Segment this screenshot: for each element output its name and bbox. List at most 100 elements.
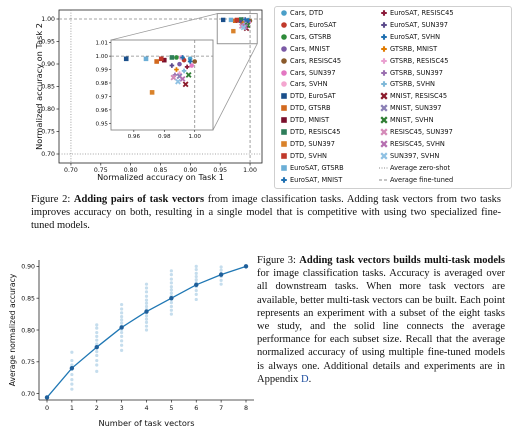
legend-label: EuroSAT, SVHN [390,32,441,41]
subset-point [144,286,149,290]
legend-marker-icon [380,104,388,112]
legend-marker-icon [381,81,387,88]
y-tick-label: 0.70 [21,391,35,398]
figure3-caption-text: for image classification tasks. Accuracy… [257,268,505,385]
legend-marker-icon [281,81,287,88]
inset-data-point [177,71,182,76]
figure3-caption-end: . [308,373,312,385]
data-point [228,17,234,23]
figure2-legend: Cars, DTD Cars, EuroSAT Cars, GTSRB Cars, M… [274,6,512,189]
subset-point [95,338,99,342]
legend-label: Cars, SUN397 [290,68,336,77]
y-tick-label: 0.90 [41,61,55,68]
legend-marker-icon [281,33,287,40]
legend-marker-icon [381,10,387,16]
subset-point [219,282,223,286]
legend-marker-icon [281,152,287,159]
subset-point [70,372,74,377]
average-point [44,395,50,400]
y-tick-label: 0.75 [21,359,35,366]
inset-y-tick-label: 0.98 [96,81,109,87]
inset-data-point [174,55,179,60]
inset-frame [110,39,214,131]
subset-point [70,378,74,382]
y-tick-label: 0.75 [41,129,55,136]
average-point [144,309,149,314]
inset-y-tick-label: 1.00 [96,54,109,60]
x-tick-label: 3 [120,404,124,412]
subset-point [70,382,74,386]
y-tick-label: 1.00 [41,16,55,23]
x-tick-label: 0 [45,404,49,412]
inset-data-point [175,78,181,85]
legend-marker-icon [281,176,287,183]
subset-point [194,278,198,282]
y-tick-label: 0.95 [41,39,55,46]
average-point [169,295,174,301]
y-axis-label: Normalized accuracy on Task 2 [34,23,44,150]
average-line [46,265,247,398]
legend-label: Cars, SVHN [290,80,328,89]
data-point [243,17,248,22]
legend-label: MNIST, SVHN [390,116,434,125]
subset-point [169,277,173,281]
subset-point [70,350,74,354]
legend-label: Cars, MNIST [290,44,330,53]
x-tick-label: 1.00 [243,167,257,174]
legend-marker-icon [381,45,387,52]
legend-marker-icon [381,57,387,64]
legend-label: GTSRB, SUN397 [390,68,443,77]
legend-label: EuroSAT, RESISC45 [390,9,454,17]
legend-label: MNIST, SUN397 [390,104,442,113]
legend-marker-icon [281,164,287,171]
x-tick-label: 0.75 [94,167,108,174]
subset-point [169,285,173,289]
legend-label: EuroSAT, MNIST [290,175,343,184]
legend-label: Cars, EuroSAT [290,20,337,29]
x-tick-label: 7 [219,404,223,412]
inset-data-point [169,55,175,60]
x-tick-label: 5 [169,404,173,412]
figure3-caption-bold: Adding task vectors builds multi-task mo… [299,255,505,266]
subset-point [144,290,149,294]
x-tick-label: 1 [70,404,74,412]
x-tick-label: 0.95 [213,167,227,174]
data-point [238,19,244,25]
subset-point [194,264,198,268]
inset-y-tick-label: 0.95 [96,121,109,127]
legend-marker-icon [381,33,387,40]
subset-point [169,288,173,292]
appendix-link[interactable]: D [301,373,309,385]
subset-point [95,326,99,330]
x-tick-label: 0.70 [64,167,78,174]
legend-label: Cars, GTSRB [290,32,332,41]
subset-point [194,297,198,302]
subset-point [169,312,173,316]
legend-label: Average zero-shot [390,163,451,172]
legend-label: DTD, GTSRB [290,104,331,113]
inset-data-point [161,57,167,63]
subset-point [194,288,198,293]
legend-label: RESISC45, SUN397 [390,128,453,136]
x-tick-label: 0.85 [154,167,168,174]
legend-marker-icon [281,10,287,16]
x-tick-label: 8 [244,404,248,412]
inset-data-point [177,61,182,67]
subset-point [120,339,124,343]
subset-point [120,343,124,347]
legend-marker-icon [381,69,387,76]
subset-point [144,304,149,309]
x-tick-label: 0.90 [183,167,197,174]
data-point [220,17,226,23]
subset-point [144,301,149,305]
subset-point [219,278,223,282]
x-axis-label: Number of task vectors [98,418,194,428]
inset-y-tick-label: 1.01 [96,41,109,47]
inset-y-tick-label: 0.96 [96,108,109,114]
inset-y-tick-label: 0.99 [96,68,109,74]
legend-label: GTSRB, MNIST [390,44,438,53]
subset-point [95,334,99,338]
inset-x-tick-label: 0.98 [158,134,171,140]
y-tick-label: 0.90 [21,264,35,271]
inset-data-point [182,81,189,88]
